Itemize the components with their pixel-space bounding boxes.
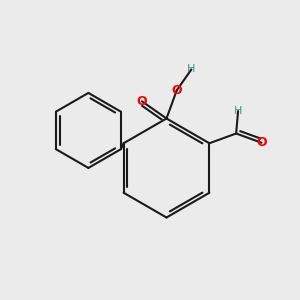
Text: H: H — [234, 106, 242, 116]
Text: O: O — [171, 84, 182, 97]
Text: H: H — [187, 64, 196, 74]
Text: O: O — [136, 95, 147, 108]
Text: O: O — [256, 136, 267, 149]
